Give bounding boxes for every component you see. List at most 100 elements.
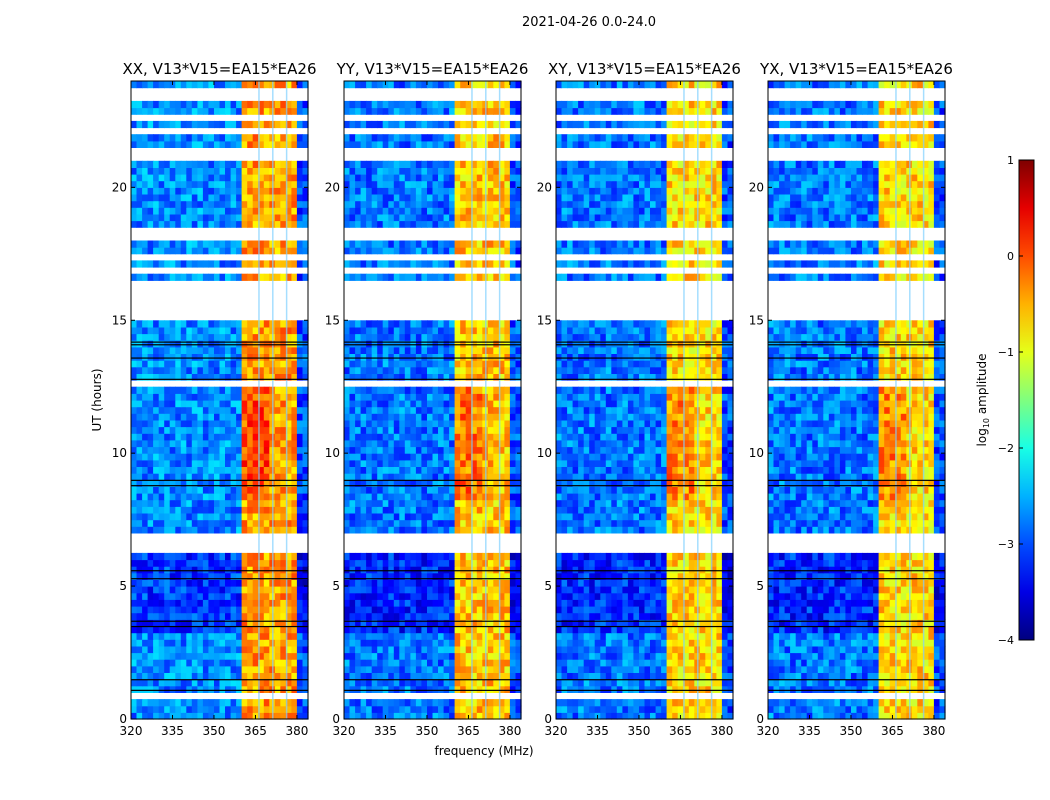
heatmap-cell bbox=[349, 340, 356, 348]
heatmap-cell bbox=[504, 400, 511, 408]
heatmap-cell bbox=[349, 712, 356, 720]
heatmap-cell bbox=[142, 207, 149, 215]
heatmap-cell bbox=[175, 699, 182, 707]
heatmap-cell bbox=[241, 400, 248, 408]
heatmap-cell bbox=[388, 393, 395, 401]
heatmap-cell bbox=[432, 187, 439, 195]
heatmap-cell bbox=[191, 712, 198, 720]
heatmap-cell bbox=[688, 712, 695, 720]
heatmap-cell bbox=[147, 386, 154, 394]
heatmap-cell bbox=[504, 526, 511, 534]
heatmap-cell bbox=[147, 340, 154, 348]
heatmap-cell bbox=[432, 446, 439, 454]
heatmap-cell bbox=[291, 100, 298, 109]
heatmap-cell bbox=[443, 652, 450, 660]
heatmap-cell bbox=[382, 519, 389, 527]
heatmap-cell bbox=[214, 459, 221, 467]
heatmap-cell bbox=[454, 659, 461, 667]
heatmap-cell bbox=[291, 526, 298, 534]
heatmap-cell bbox=[263, 652, 270, 660]
heatmap-cell bbox=[355, 426, 362, 434]
heatmap-cell bbox=[460, 499, 467, 507]
heatmap-cell bbox=[443, 632, 450, 640]
heatmap-cell bbox=[465, 346, 472, 354]
heatmap-cell bbox=[175, 632, 182, 640]
heatmap-cell bbox=[263, 340, 270, 348]
heatmap-cell bbox=[230, 373, 237, 381]
heatmap-cell bbox=[131, 705, 138, 713]
heatmap-cell bbox=[136, 333, 143, 341]
heatmap-cell bbox=[296, 679, 303, 687]
heatmap-cell bbox=[208, 207, 215, 215]
heatmap-cell bbox=[355, 207, 362, 215]
heatmap-cell bbox=[410, 645, 417, 654]
heatmap-cell bbox=[153, 400, 160, 408]
heatmap-cell bbox=[344, 665, 351, 673]
heatmap-cell bbox=[153, 652, 160, 660]
heatmap-cell bbox=[421, 499, 428, 507]
heatmap-cell bbox=[493, 559, 500, 567]
heatmap-cell bbox=[214, 439, 221, 448]
heatmap-cell bbox=[258, 506, 265, 514]
heatmap-cell bbox=[438, 107, 445, 115]
heatmap-cell bbox=[454, 353, 461, 361]
heatmap-cell bbox=[136, 606, 143, 614]
heatmap-cell bbox=[493, 599, 500, 607]
heatmap-cell bbox=[197, 586, 204, 594]
heatmap-cell bbox=[371, 566, 378, 574]
heatmap-cell bbox=[296, 134, 303, 142]
heatmap-cell bbox=[382, 506, 389, 514]
heatmap-cell bbox=[252, 220, 259, 228]
heatmap-cell bbox=[169, 526, 176, 534]
heatmap-cell bbox=[371, 552, 378, 561]
heatmap-cell bbox=[371, 446, 378, 454]
heatmap-cell bbox=[366, 426, 373, 434]
heatmap-cell bbox=[410, 592, 417, 600]
heatmap-cell bbox=[285, 340, 292, 348]
heatmap-cell bbox=[504, 652, 511, 660]
heatmap-cell bbox=[388, 705, 395, 713]
heatmap-cell bbox=[280, 679, 287, 687]
heatmap-cell bbox=[443, 612, 450, 620]
heatmap-cell bbox=[274, 81, 281, 89]
heatmap-cell bbox=[225, 612, 232, 620]
heatmap-cell bbox=[169, 340, 176, 348]
heatmap-cell bbox=[388, 559, 395, 567]
heatmap-cell bbox=[214, 340, 221, 348]
heatmap-cell bbox=[349, 659, 356, 667]
heatmap-cell bbox=[382, 120, 389, 129]
heatmap-cell bbox=[404, 174, 411, 182]
heatmap-cell bbox=[727, 705, 734, 713]
heatmap-cell bbox=[142, 486, 149, 494]
heatmap-cell bbox=[274, 645, 281, 654]
heatmap-cell bbox=[487, 499, 494, 507]
heatmap-cell bbox=[393, 586, 400, 594]
heatmap-cell bbox=[487, 213, 494, 222]
heatmap-cell bbox=[515, 599, 522, 607]
heatmap-cell bbox=[236, 413, 243, 421]
heatmap-cell bbox=[175, 606, 182, 614]
heatmap-cell bbox=[175, 473, 182, 481]
heatmap-cell bbox=[454, 360, 461, 368]
heatmap-cell bbox=[443, 187, 450, 195]
heatmap-cell bbox=[263, 579, 270, 587]
heatmap-cell bbox=[230, 586, 237, 594]
heatmap-cell bbox=[432, 134, 439, 142]
heatmap-cell bbox=[366, 393, 373, 401]
heatmap-cell bbox=[225, 639, 232, 647]
heatmap-cell bbox=[594, 705, 601, 713]
heatmap-cell bbox=[410, 513, 417, 521]
heatmap-cell bbox=[285, 140, 292, 148]
heatmap-cell bbox=[515, 493, 522, 501]
heatmap-cell bbox=[230, 552, 237, 561]
heatmap-cell bbox=[202, 459, 209, 467]
heatmap-cell bbox=[280, 592, 287, 600]
heatmap-cell bbox=[147, 353, 154, 361]
heatmap-cell bbox=[471, 439, 478, 448]
heatmap-cell bbox=[393, 320, 400, 328]
heatmap-cell bbox=[415, 579, 422, 587]
heatmap-cell bbox=[493, 652, 500, 660]
heatmap-cell bbox=[509, 333, 516, 341]
heatmap-cell bbox=[136, 712, 143, 720]
heatmap-cell bbox=[460, 220, 467, 228]
